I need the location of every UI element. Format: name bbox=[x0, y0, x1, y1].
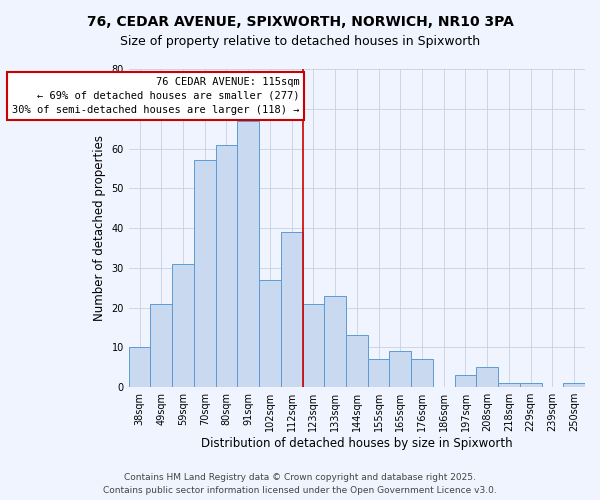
Bar bbox=[238, 120, 259, 387]
Text: Contains HM Land Registry data © Crown copyright and database right 2025.
Contai: Contains HM Land Registry data © Crown c… bbox=[103, 474, 497, 495]
Text: 76, CEDAR AVENUE, SPIXWORTH, NORWICH, NR10 3PA: 76, CEDAR AVENUE, SPIXWORTH, NORWICH, NR… bbox=[86, 15, 514, 29]
Text: Size of property relative to detached houses in Spixworth: Size of property relative to detached ho… bbox=[120, 35, 480, 48]
Bar bbox=[368, 360, 389, 387]
Bar bbox=[281, 232, 302, 387]
Bar bbox=[498, 383, 520, 387]
Bar bbox=[563, 383, 585, 387]
Bar bbox=[346, 336, 368, 387]
Y-axis label: Number of detached properties: Number of detached properties bbox=[93, 135, 106, 321]
Text: 76 CEDAR AVENUE: 115sqm
← 69% of detached houses are smaller (277)
30% of semi-d: 76 CEDAR AVENUE: 115sqm ← 69% of detache… bbox=[12, 77, 299, 115]
Bar bbox=[520, 383, 542, 387]
Bar bbox=[172, 264, 194, 387]
Bar bbox=[302, 304, 324, 387]
Bar bbox=[455, 376, 476, 387]
X-axis label: Distribution of detached houses by size in Spixworth: Distribution of detached houses by size … bbox=[201, 437, 512, 450]
Bar bbox=[151, 304, 172, 387]
Bar bbox=[215, 144, 238, 387]
Bar bbox=[194, 160, 215, 387]
Bar bbox=[128, 348, 151, 387]
Bar bbox=[324, 296, 346, 387]
Bar bbox=[476, 368, 498, 387]
Bar bbox=[259, 280, 281, 387]
Bar bbox=[389, 352, 411, 387]
Bar bbox=[411, 360, 433, 387]
